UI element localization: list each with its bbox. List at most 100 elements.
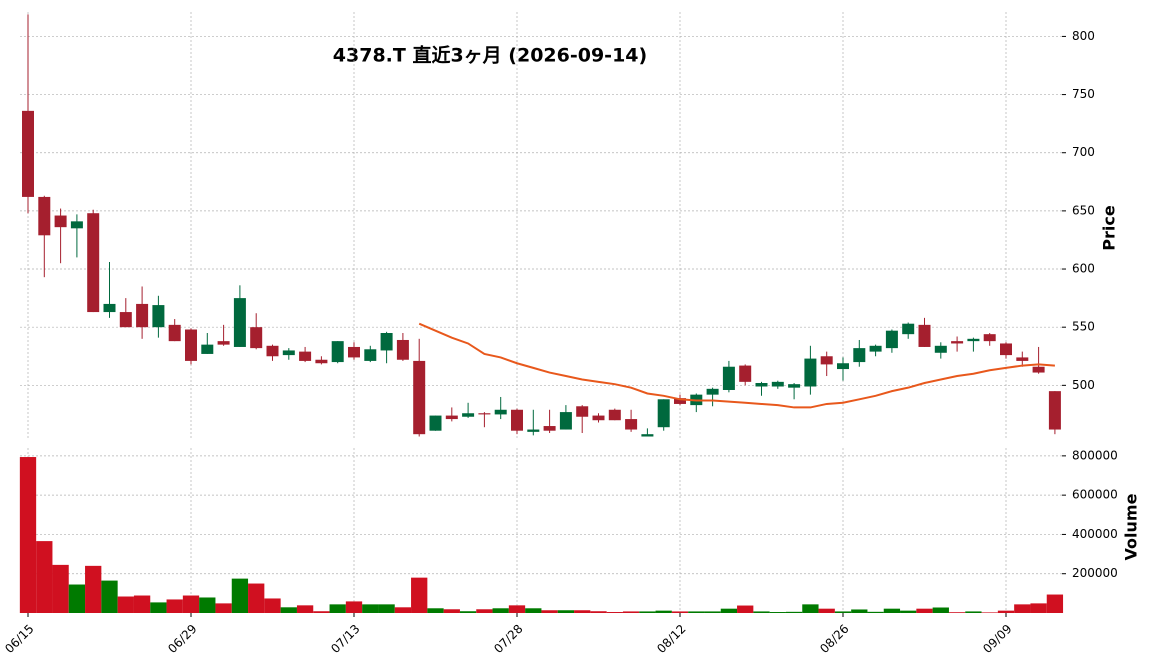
moving-average-line (418, 322, 1055, 409)
candle-body (755, 383, 768, 387)
candle-body (462, 413, 475, 417)
volume-bar (704, 611, 721, 613)
candle-body (771, 381, 784, 387)
candle-body (543, 426, 556, 431)
volume-bar (378, 604, 395, 613)
volume-bar (525, 608, 542, 613)
x-tick-label: 08/12 (654, 622, 688, 656)
candle-body (152, 305, 165, 328)
candle-body (592, 415, 605, 421)
volume-bar (133, 595, 151, 613)
volume-bar (166, 599, 183, 613)
y-axis-label: Volume (1122, 493, 1141, 560)
candle-body (282, 350, 295, 356)
volume-bar (199, 597, 216, 613)
candle-body (739, 365, 752, 382)
volume-bar (215, 603, 232, 613)
x-tick-label: 07/28 (491, 622, 525, 656)
volume-bar (574, 610, 591, 613)
volume-bar (639, 611, 656, 613)
candle-body (201, 344, 214, 354)
volume-bar (851, 609, 868, 613)
volume-bar (916, 608, 933, 613)
y-tick-label: 800 (1072, 29, 1095, 43)
volume-bar (557, 610, 575, 613)
volume-bar (427, 608, 444, 613)
candle-body (918, 324, 931, 347)
x-tick-label: 06/15 (2, 622, 36, 656)
volume-bar (443, 609, 460, 613)
candle-body (820, 356, 833, 365)
volume-bar (737, 605, 754, 613)
volume-bar (345, 601, 363, 613)
candle-body (250, 327, 263, 349)
volume-bar (802, 604, 819, 613)
candle-body (722, 366, 735, 390)
candle-body (478, 413, 491, 415)
volume-bar (280, 607, 297, 613)
candle-body (608, 409, 621, 421)
volume-bar (997, 610, 1015, 613)
volume-bar (590, 611, 607, 613)
candle-body (1016, 357, 1029, 361)
volume-bar (182, 595, 200, 613)
volume-bar (688, 611, 705, 613)
candle-body (315, 359, 328, 364)
candle-body (136, 303, 149, 328)
volume-bar (411, 577, 428, 613)
y-tick-label: 750 (1072, 87, 1095, 101)
candle-body (54, 215, 67, 228)
volume-bar (622, 611, 640, 613)
x-tick-label: 07/13 (328, 622, 362, 656)
candle-body (576, 406, 589, 417)
y-axis-label: Price (1100, 205, 1119, 251)
candle-body (185, 329, 197, 361)
volume-bar (834, 611, 852, 613)
candle-body (103, 303, 116, 313)
candle-body (804, 358, 817, 387)
volume-bar (329, 604, 346, 613)
candle-body (674, 398, 686, 404)
candle-body (22, 110, 34, 197)
volume-bar (1030, 603, 1047, 613)
candle-body (641, 434, 654, 437)
volume-bar (19, 457, 37, 613)
volume-bar (508, 605, 526, 613)
candle-body (70, 221, 83, 229)
candle-body (396, 339, 409, 360)
volume-bar (753, 611, 770, 613)
candle-body (348, 346, 360, 358)
volume-bar (720, 608, 738, 613)
candle-body (934, 345, 947, 353)
candle-body (983, 334, 996, 342)
y-tick-label: 550 (1072, 320, 1095, 334)
y-tick-label: 500 (1072, 378, 1095, 392)
volume-bar (459, 611, 477, 613)
volume-bar (1014, 604, 1031, 613)
candle-body (445, 415, 458, 420)
y-tick-label: 400000 (1072, 527, 1118, 541)
candle-body (657, 399, 670, 428)
candle-body (967, 338, 980, 342)
volume-bar (264, 598, 281, 613)
volume-bar (313, 611, 330, 613)
candle-body (217, 341, 230, 345)
volume-bar (818, 608, 835, 613)
candle-body (527, 429, 540, 432)
candle-body (494, 409, 507, 415)
volume-bar (948, 612, 966, 613)
volume-bar (394, 607, 412, 613)
x-tick-label: 08/26 (817, 622, 851, 656)
volume-bar (883, 608, 901, 613)
volume-bar (248, 583, 265, 613)
volume-bar (492, 608, 509, 613)
candle-body (511, 409, 523, 431)
volume-bar (965, 611, 982, 613)
volume-bar (476, 609, 493, 613)
volume-bar (785, 611, 803, 613)
volume-bar (900, 610, 917, 613)
volume-bar (671, 611, 689, 613)
candle-body (364, 349, 377, 361)
volume-bar (85, 565, 102, 613)
x-tick-label: 09/09 (980, 622, 1014, 656)
